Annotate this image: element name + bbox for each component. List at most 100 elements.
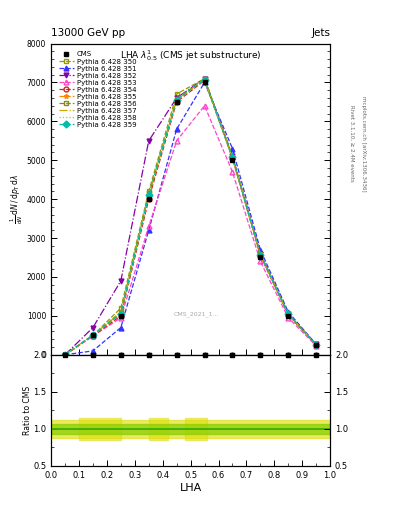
Y-axis label: $\frac{1}{\mathrm{d}N}\,\mathrm{d}N\,/\,\mathrm{d}p_{\mathrm{T}}\,\mathrm{d}\lam: $\frac{1}{\mathrm{d}N}\,\mathrm{d}N\,/\,… — [9, 174, 25, 224]
Pythia 6.428 352 — [146, 138, 151, 144]
Pythia 6.428 356 — [91, 332, 95, 338]
Pythia 6.428 350 — [174, 91, 179, 97]
Pythia 6.428 357 — [63, 352, 68, 358]
Pythia 6.428 353 — [314, 343, 318, 349]
Pythia 6.428 350 — [146, 188, 151, 195]
Pythia 6.428 357 — [119, 310, 123, 316]
Pythia 6.428 354 — [174, 99, 179, 105]
Pythia 6.428 354 — [286, 312, 291, 318]
Pythia 6.428 350 — [314, 342, 318, 348]
Line: CMS: CMS — [62, 80, 319, 357]
Pythia 6.428 351 — [146, 227, 151, 233]
Pythia 6.428 357 — [146, 191, 151, 198]
Pythia 6.428 353 — [63, 352, 68, 358]
Pythia 6.428 356 — [258, 251, 263, 257]
Pythia 6.428 359 — [174, 96, 179, 102]
Pythia 6.428 357 — [230, 155, 235, 161]
Pythia 6.428 357 — [202, 77, 207, 83]
Pythia 6.428 352 — [63, 352, 68, 358]
Pythia 6.428 358 — [202, 77, 207, 83]
Pythia 6.428 352 — [286, 311, 291, 317]
Pythia 6.428 358 — [314, 342, 318, 348]
Pythia 6.428 355 — [230, 154, 235, 160]
Text: Rivet 3.1.10, ≥ 2.4M events: Rivet 3.1.10, ≥ 2.4M events — [349, 105, 354, 182]
Pythia 6.428 354 — [202, 77, 207, 83]
Text: mcplots.cern.ch [arXiv:1306.3436]: mcplots.cern.ch [arXiv:1306.3436] — [361, 96, 366, 191]
Pythia 6.428 357 — [286, 311, 291, 317]
Pythia 6.428 358 — [258, 252, 263, 258]
Pythia 6.428 359 — [314, 342, 318, 348]
Pythia 6.428 354 — [258, 252, 263, 259]
Pythia 6.428 354 — [63, 352, 68, 358]
Pythia 6.428 356 — [174, 96, 179, 102]
Line: Pythia 6.428 358: Pythia 6.428 358 — [65, 80, 316, 355]
Pythia 6.428 350 — [119, 305, 123, 311]
Pythia 6.428 355 — [202, 76, 207, 82]
Pythia 6.428 355 — [146, 192, 151, 198]
Line: Pythia 6.428 350: Pythia 6.428 350 — [62, 76, 319, 357]
Pythia 6.428 359 — [202, 76, 207, 82]
Pythia 6.428 352 — [174, 95, 179, 101]
CMS — [174, 99, 179, 105]
Pythia 6.428 355 — [91, 332, 95, 338]
Pythia 6.428 354 — [314, 342, 318, 348]
Pythia 6.428 355 — [63, 352, 68, 358]
Pythia 6.428 352 — [230, 153, 235, 159]
CMS — [258, 254, 263, 261]
Pythia 6.428 359 — [119, 310, 123, 316]
Pythia 6.428 350 — [258, 250, 263, 257]
X-axis label: LHA: LHA — [180, 482, 202, 493]
Pythia 6.428 356 — [146, 190, 151, 197]
Pythia 6.428 357 — [258, 252, 263, 258]
Text: Jets: Jets — [311, 28, 330, 38]
Pythia 6.428 351 — [230, 145, 235, 152]
Pythia 6.428 359 — [286, 311, 291, 317]
Pythia 6.428 353 — [230, 169, 235, 175]
Line: Pythia 6.428 359: Pythia 6.428 359 — [62, 77, 319, 357]
CMS — [286, 313, 291, 319]
Pythia 6.428 354 — [119, 313, 123, 319]
Pythia 6.428 355 — [258, 251, 263, 258]
Line: Pythia 6.428 357: Pythia 6.428 357 — [65, 80, 316, 355]
Pythia 6.428 351 — [202, 79, 207, 86]
Pythia 6.428 359 — [230, 154, 235, 160]
Line: Pythia 6.428 351: Pythia 6.428 351 — [62, 80, 319, 357]
Pythia 6.428 359 — [63, 352, 68, 358]
Pythia 6.428 358 — [63, 352, 68, 358]
Pythia 6.428 350 — [230, 153, 235, 159]
Pythia 6.428 352 — [314, 342, 318, 348]
Pythia 6.428 356 — [286, 311, 291, 317]
CMS — [314, 342, 318, 348]
Pythia 6.428 351 — [286, 309, 291, 315]
Pythia 6.428 351 — [91, 348, 95, 354]
CMS — [119, 313, 123, 319]
Pythia 6.428 353 — [119, 315, 123, 321]
Pythia 6.428 359 — [91, 332, 95, 338]
Line: Pythia 6.428 353: Pythia 6.428 353 — [62, 103, 319, 357]
Pythia 6.428 359 — [146, 192, 151, 198]
Pythia 6.428 356 — [314, 342, 318, 348]
Pythia 6.428 354 — [146, 196, 151, 202]
Line: Pythia 6.428 354: Pythia 6.428 354 — [62, 78, 319, 357]
Pythia 6.428 351 — [174, 126, 179, 132]
Pythia 6.428 353 — [258, 259, 263, 265]
Line: Pythia 6.428 356: Pythia 6.428 356 — [62, 76, 319, 357]
Pythia 6.428 351 — [119, 325, 123, 331]
Pythia 6.428 351 — [63, 352, 68, 358]
CMS — [146, 196, 151, 202]
CMS — [63, 352, 68, 358]
Pythia 6.428 359 — [258, 251, 263, 258]
Pythia 6.428 355 — [174, 97, 179, 103]
Legend: CMS, Pythia 6.428 350, Pythia 6.428 351, Pythia 6.428 352, Pythia 6.428 353, Pyt: CMS, Pythia 6.428 350, Pythia 6.428 351,… — [57, 50, 138, 130]
Pythia 6.428 355 — [286, 311, 291, 317]
Pythia 6.428 357 — [314, 342, 318, 348]
Pythia 6.428 350 — [202, 75, 207, 81]
Pythia 6.428 358 — [146, 192, 151, 198]
Pythia 6.428 352 — [202, 75, 207, 81]
Pythia 6.428 358 — [230, 155, 235, 161]
Pythia 6.428 358 — [91, 332, 95, 338]
Pythia 6.428 353 — [202, 103, 207, 109]
Pythia 6.428 352 — [119, 278, 123, 284]
Pythia 6.428 356 — [202, 76, 207, 82]
Pythia 6.428 351 — [314, 341, 318, 347]
